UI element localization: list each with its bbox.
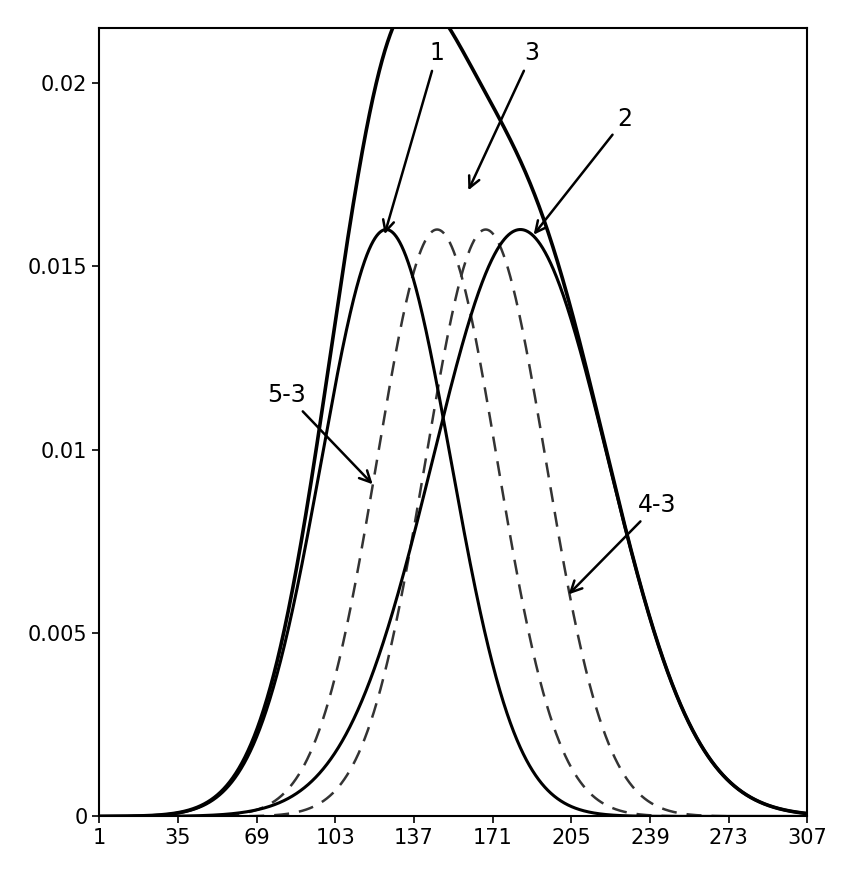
Text: 3: 3	[469, 41, 540, 187]
Text: 5-3: 5-3	[268, 383, 371, 483]
Text: 2: 2	[535, 108, 632, 232]
Text: 1: 1	[383, 41, 445, 231]
Text: 4-3: 4-3	[570, 492, 676, 592]
